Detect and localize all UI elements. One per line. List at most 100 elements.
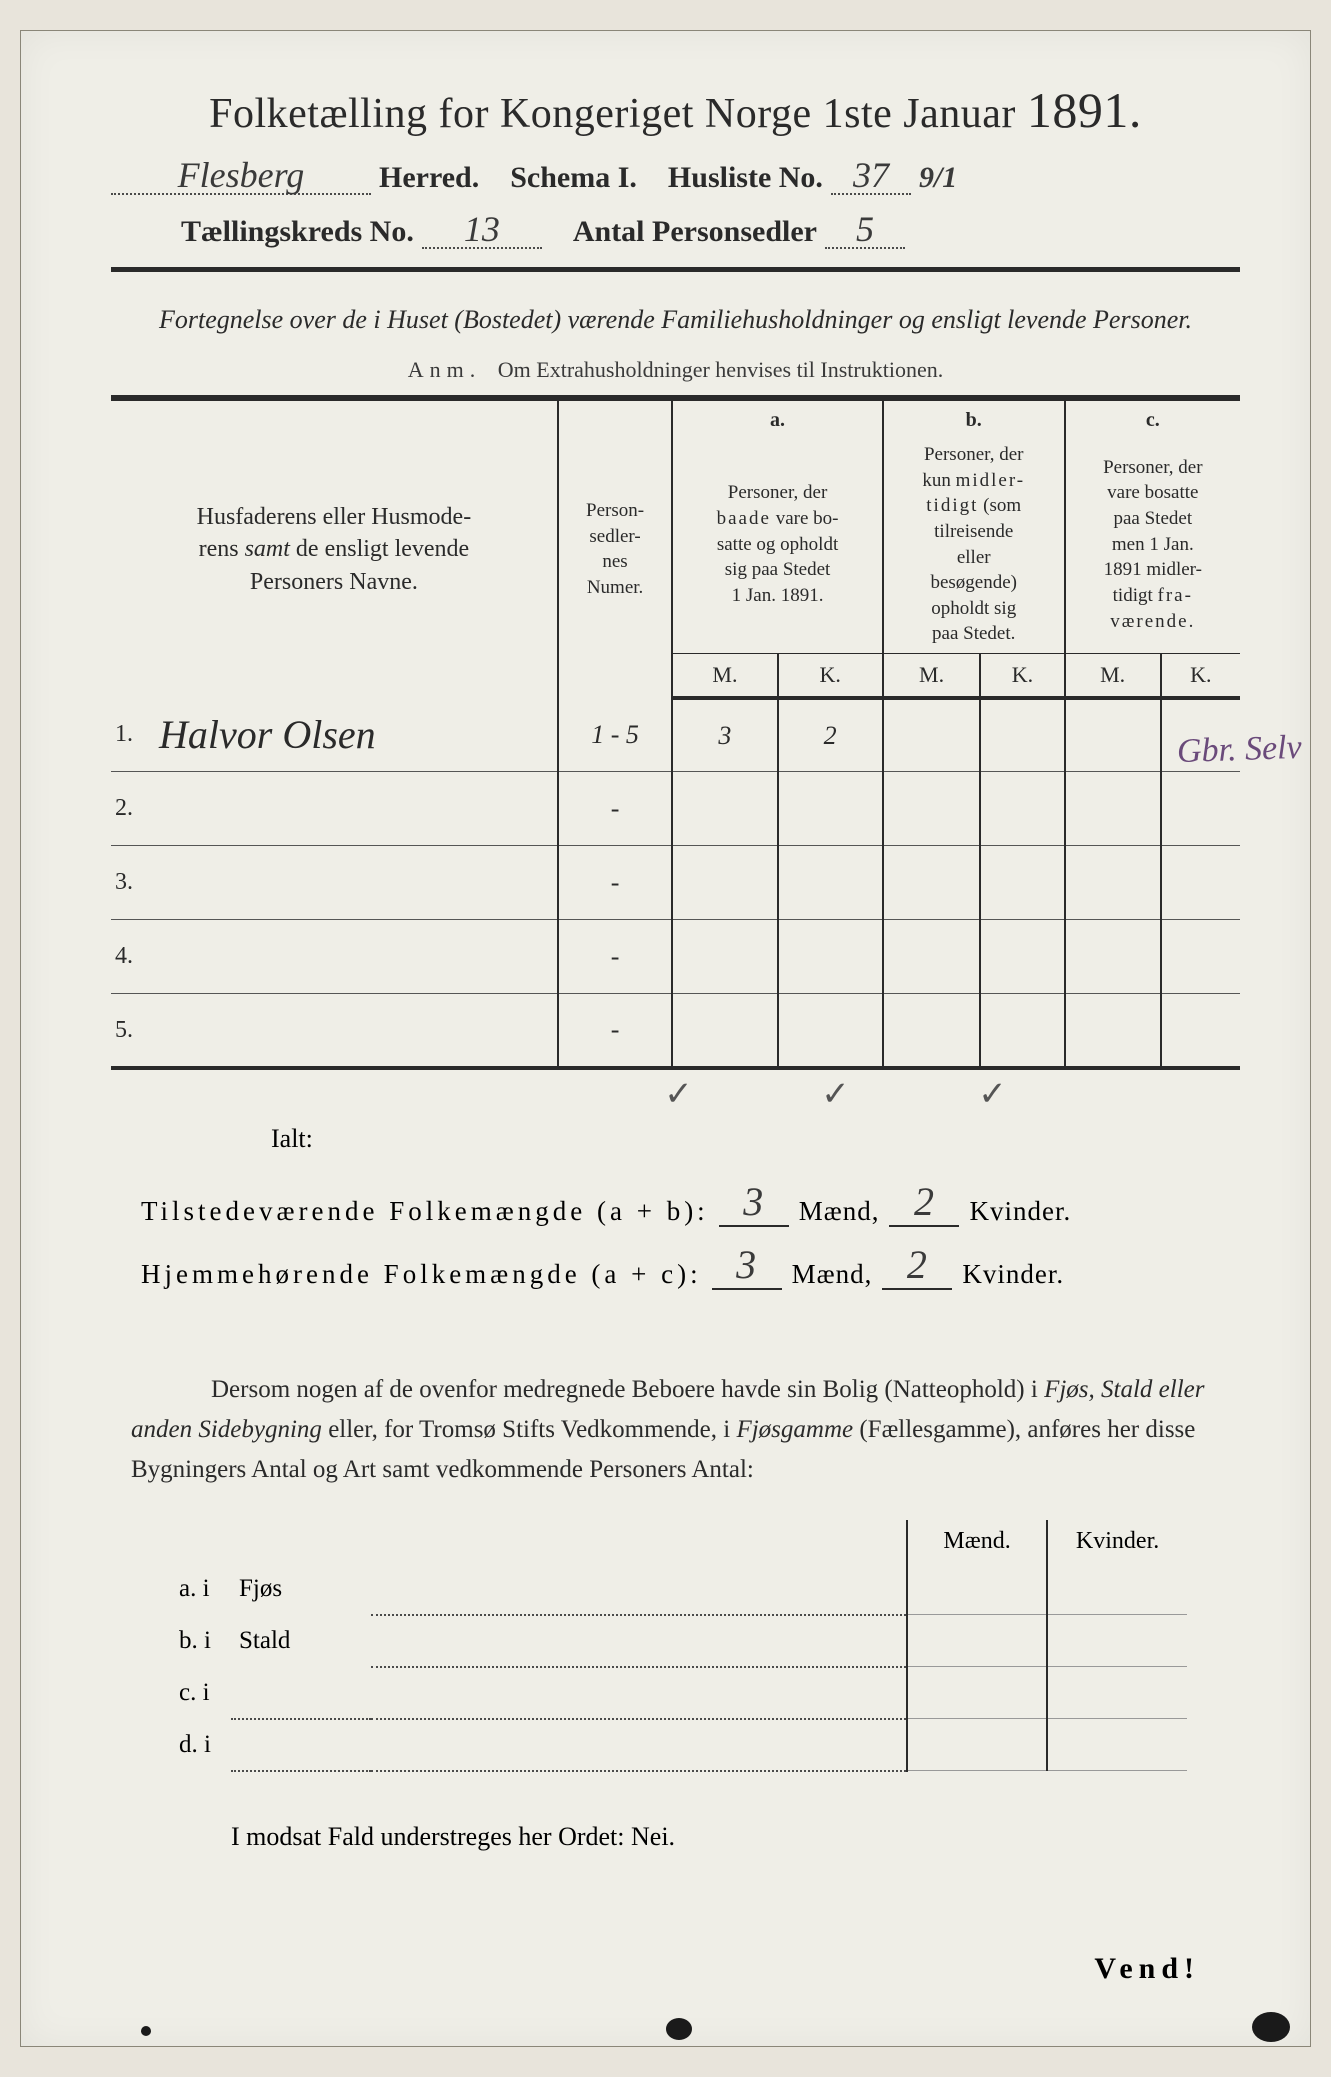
- side-cat: [231, 1719, 371, 1771]
- para-1c: eller, for Tromsø Stifts Vedkommende, i: [322, 1416, 737, 1443]
- col-header-c: c.: [1065, 399, 1240, 436]
- side-row: a. i Fjøs: [171, 1563, 1187, 1615]
- table-row: 5. -: [111, 994, 1240, 1068]
- maend-label: Mænd,: [799, 1196, 880, 1227]
- antal-field: 5: [825, 211, 905, 249]
- side-dots: [371, 1719, 907, 1771]
- side-row: c. i: [171, 1667, 1187, 1719]
- table-row: 3. -: [111, 846, 1240, 920]
- row-numer: -: [558, 994, 673, 1068]
- row-ak: [778, 994, 883, 1068]
- census-form-page: Folketælling for Kongeriget Norge 1ste J…: [20, 30, 1311, 2047]
- page-title: Folketælling for Kongeriget Norge 1ste J…: [111, 81, 1240, 139]
- herred-label: Herred.: [379, 161, 479, 195]
- col-a-m: M.: [672, 654, 777, 698]
- row-name: [155, 920, 558, 994]
- row-bk: [980, 698, 1064, 772]
- side-k: [1047, 1667, 1187, 1719]
- row-numer: -: [558, 846, 673, 920]
- side-lbl: d. i: [171, 1719, 231, 1771]
- para-1d: Fjøsgamme: [736, 1416, 853, 1443]
- row-ck: [1161, 846, 1240, 920]
- kreds-field: 13: [422, 211, 542, 249]
- side-cat: Fjøs: [231, 1563, 371, 1615]
- row-bk: [980, 920, 1064, 994]
- row-num: 3.: [111, 846, 155, 920]
- row-name: Halvor Olsen: [155, 698, 558, 772]
- side-kvinder: Kvinder.: [1047, 1520, 1187, 1563]
- header-row-1: Flesberg Herred. Schema I. Husliste No. …: [111, 157, 1240, 195]
- col-c-k: K.: [1161, 654, 1240, 698]
- totals1-label: Tilstedeværende Folkemængde (a + b):: [141, 1196, 709, 1227]
- row-ak: [778, 920, 883, 994]
- ialt-label: Ialt:: [271, 1124, 1240, 1154]
- row-bk: [980, 772, 1064, 846]
- title-prefix: Folketælling for Kongeriget Norge 1ste J…: [209, 91, 1016, 137]
- row-am: [672, 994, 777, 1068]
- anm-label: Anm.: [408, 357, 482, 382]
- table-row: 1. Halvor Olsen 1 - 5 3 2: [111, 698, 1240, 772]
- col-header-names: Husfaderens eller Husmode-rens samt de e…: [111, 399, 558, 698]
- side-cat: [231, 1667, 371, 1719]
- side-m: [907, 1615, 1047, 1667]
- totals2-label: Hjemmehørende Folkemængde (a + c):: [141, 1259, 702, 1290]
- row-ck: [1161, 920, 1240, 994]
- row-cm: [1065, 772, 1161, 846]
- col-c-m: M.: [1065, 654, 1161, 698]
- side-k: [1047, 1719, 1187, 1771]
- row-numer: 1 - 5: [558, 698, 673, 772]
- row-am: [672, 846, 777, 920]
- row-bk: [980, 846, 1064, 920]
- side-lbl: c. i: [171, 1667, 231, 1719]
- col-header-a: a.: [672, 399, 883, 436]
- side-lbl: b. i: [171, 1615, 231, 1667]
- row-name: [155, 772, 558, 846]
- row-ak: [778, 772, 883, 846]
- kvinder-label: Kvinder.: [969, 1196, 1071, 1227]
- row-bm: [883, 698, 981, 772]
- husliste-suffix: 9/1: [919, 161, 957, 195]
- col-header-b: b.: [883, 399, 1065, 436]
- totals-line-1: Tilstedeværende Folkemængde (a + b): 3 M…: [141, 1178, 1240, 1227]
- totals2-m: 3: [712, 1241, 782, 1290]
- side-dots: [371, 1667, 907, 1719]
- side-k: [1047, 1563, 1187, 1615]
- col-header-numer: Person-sedler-nesNumer.: [558, 399, 673, 698]
- para-1a: Dersom nogen af de ovenfor medregnede Be…: [211, 1376, 1044, 1403]
- row-cm: [1065, 920, 1161, 994]
- side-k: [1047, 1615, 1187, 1667]
- row-cm: [1065, 698, 1161, 772]
- row-numer: -: [558, 920, 673, 994]
- side-building-table: Mænd. Kvinder. a. i Fjøs b. i Stald c. i…: [171, 1520, 1187, 1772]
- subtitle: Fortegnelse over de i Huset (Bostedet) v…: [151, 300, 1200, 339]
- totals2-k: 2: [882, 1241, 952, 1290]
- row-bm: [883, 772, 981, 846]
- totals1-k: 2: [889, 1178, 959, 1227]
- row-bm: [883, 994, 981, 1068]
- col-a-k: K.: [778, 654, 883, 698]
- row-bm: [883, 846, 981, 920]
- annotation-line: Anm. Om Extrahusholdninger henvises til …: [111, 357, 1240, 383]
- row-bm: [883, 920, 981, 994]
- row-num: 2.: [111, 772, 155, 846]
- side-lbl: a. i: [171, 1563, 231, 1615]
- row-am: 3: [672, 698, 777, 772]
- side-dots: [371, 1563, 907, 1615]
- col-b-m: M.: [883, 654, 981, 698]
- table-body: 1. Halvor Olsen 1 - 5 3 2 2. -: [111, 698, 1240, 1068]
- row-name: [155, 846, 558, 920]
- ink-blot-icon: [1252, 2012, 1290, 2042]
- row-num: 5.: [111, 994, 155, 1068]
- maend-label: Mænd,: [792, 1259, 873, 1290]
- row-name: [155, 994, 558, 1068]
- side-row: d. i: [171, 1719, 1187, 1771]
- side-m: [907, 1719, 1047, 1771]
- col-header-c-text: Personer, dervare bosattepaa Stedetmen 1…: [1065, 436, 1240, 654]
- row-numer: -: [558, 772, 673, 846]
- col-header-b-text: Personer, derkun midler-tidigt (somtilre…: [883, 436, 1065, 654]
- side-m: [907, 1563, 1047, 1615]
- side-row: b. i Stald: [171, 1615, 1187, 1667]
- totals1-m: 3: [719, 1178, 789, 1227]
- body-paragraph: Dersom nogen af de ovenfor medregnede Be…: [131, 1370, 1220, 1490]
- vend-label: Vend!: [111, 1952, 1200, 1986]
